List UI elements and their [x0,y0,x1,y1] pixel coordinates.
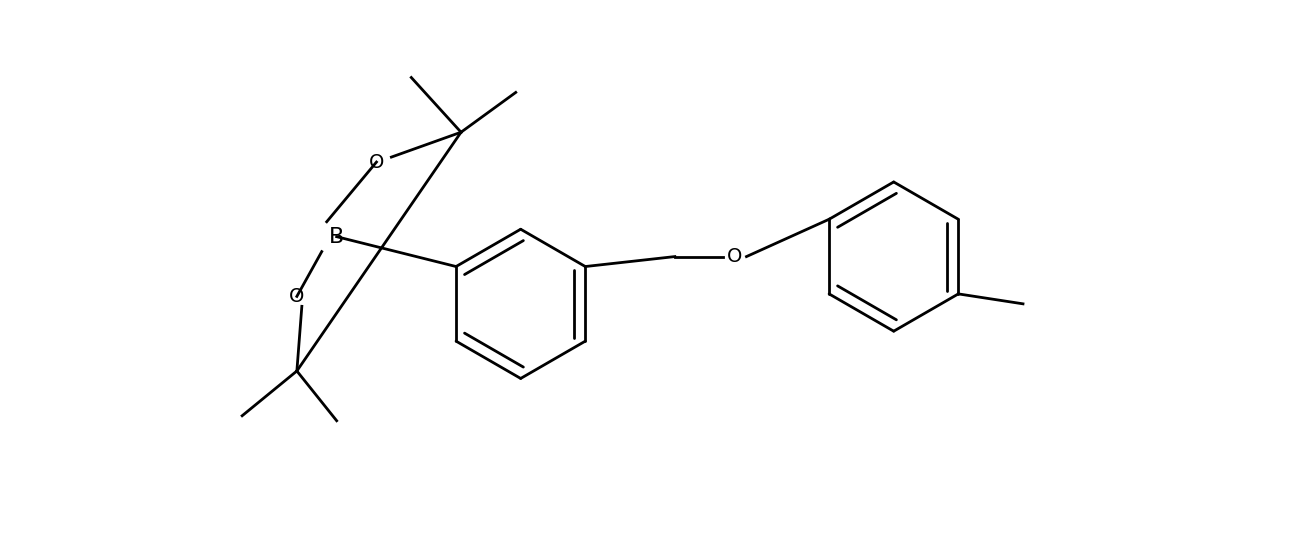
Text: O: O [369,152,385,171]
Text: O: O [289,287,305,306]
Text: O: O [726,247,742,266]
Text: B: B [329,227,344,246]
